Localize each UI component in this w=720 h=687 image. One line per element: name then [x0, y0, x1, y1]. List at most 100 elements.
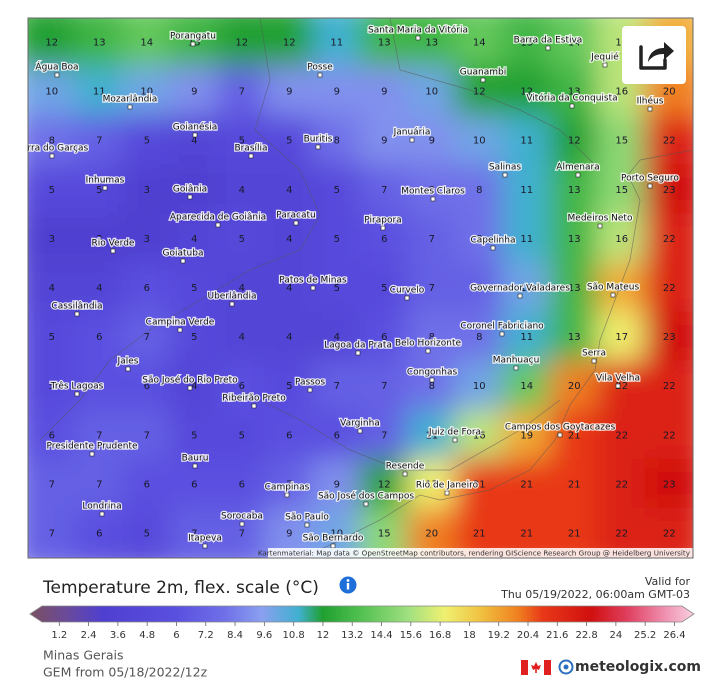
- temperature-value: 21: [568, 430, 581, 441]
- colorbar: [29, 605, 695, 623]
- info-dot[interactable]: [346, 579, 350, 582]
- temperature-cell: [264, 262, 314, 314]
- temperature-value: 6: [334, 430, 340, 441]
- city-marker: [610, 292, 616, 298]
- temperature-value: 23: [663, 479, 676, 490]
- city-marker: [363, 501, 369, 507]
- temperature-cell: [597, 507, 647, 558]
- temperature-value: 6: [144, 283, 150, 294]
- temperature-value: 13: [568, 283, 581, 294]
- temperature-cell: [549, 262, 599, 314]
- temperature-value: 8: [429, 185, 435, 196]
- temperature-cell: [74, 409, 124, 461]
- info-icon[interactable]: [339, 576, 357, 594]
- city-marker: [304, 522, 310, 528]
- temperature-cell: [122, 213, 172, 265]
- temperature-cell: [312, 409, 362, 461]
- temperature-value: 22: [663, 234, 676, 245]
- city-marker: [404, 295, 410, 301]
- temperature-value: 7: [191, 528, 197, 539]
- city-marker: [284, 492, 290, 498]
- city-name: Porto Seguro: [621, 174, 679, 184]
- temperature-value: 21: [568, 528, 581, 539]
- city-marker: [54, 72, 60, 78]
- colorbar-tick-label: 15.6: [400, 630, 422, 641]
- temperature-cell: [644, 458, 693, 510]
- city-name: Barra da Estiva: [514, 36, 583, 46]
- temperature-value: 4: [239, 185, 245, 196]
- temperature-value: 7: [381, 381, 387, 392]
- city-marker: [569, 103, 575, 109]
- city-marker: [74, 311, 80, 317]
- city-marker: [110, 248, 116, 254]
- temperature-value: 10: [520, 283, 533, 294]
- temperature-value: 8: [476, 234, 482, 245]
- temperature-cell: [169, 262, 219, 314]
- temperature-value: 22: [663, 528, 676, 539]
- temperature-cell: [28, 360, 77, 412]
- city-name: São José do Rio Preto: [142, 375, 238, 386]
- temperature-cell: [502, 213, 552, 265]
- temperature-cell: [169, 311, 219, 363]
- city-name: Rio de Janeiro: [416, 481, 479, 491]
- city-name: Porangatu: [170, 32, 216, 42]
- city-name: Vila Velha: [596, 374, 640, 384]
- temperature-cell: [407, 262, 457, 314]
- temperature-cell: [454, 360, 504, 412]
- flag-leaf: [531, 662, 541, 673]
- temperature-value: 8: [334, 136, 340, 147]
- temperature-cell: [74, 458, 124, 510]
- temperature-value: 5: [334, 283, 340, 294]
- temperature-cell: [549, 213, 599, 265]
- temperature-cell: [407, 18, 457, 69]
- city-name: Coronel Fabriciano: [460, 322, 544, 332]
- temperature-value: 21: [568, 479, 581, 490]
- colorbar-tick-label: 4.8: [139, 630, 155, 641]
- temperature-cell: [264, 409, 314, 461]
- city-marker: [202, 543, 208, 549]
- city-marker: [444, 490, 450, 496]
- temperature-cell: [407, 213, 457, 265]
- temperature-cell: [217, 458, 267, 510]
- temperature-value: 11: [520, 136, 533, 147]
- colorbar-tick-label: 13.2: [341, 630, 363, 641]
- valid-time: Thu 05/19/2022, 06:00am GMT-03: [500, 588, 690, 601]
- temperature-value: 5: [334, 234, 340, 245]
- logo-mark: [558, 659, 574, 675]
- temperature-value: 16: [615, 38, 628, 49]
- temperature-value: 12: [520, 87, 533, 98]
- colorbar-tick-label: 9.6: [256, 630, 272, 641]
- logo-dot: [563, 664, 569, 670]
- temperature-value: 15: [615, 136, 628, 147]
- temperature-value: 10: [140, 87, 153, 98]
- city-name: Cassilândia: [51, 302, 102, 312]
- colorbar-tick-label: 7.2: [198, 630, 214, 641]
- city-name: Januária: [393, 128, 431, 138]
- city-marker: [310, 285, 316, 291]
- temperature-value: 22: [663, 283, 676, 294]
- temperature-value: 16: [615, 234, 628, 245]
- temperature-cell: [264, 458, 314, 510]
- city-marker: [315, 144, 321, 150]
- temperature-cell: [407, 115, 457, 167]
- temperature-cell: [597, 311, 647, 363]
- info-stem[interactable]: [346, 583, 350, 590]
- city-marker: [430, 196, 436, 202]
- share-icon-arrow[interactable]: [648, 42, 674, 62]
- city-name: Almenara: [556, 163, 599, 173]
- canada-flag: [521, 660, 551, 675]
- temperature-value: 16: [615, 87, 628, 98]
- share-icon[interactable]: [639, 45, 667, 70]
- city-name: São Paulo: [285, 513, 329, 523]
- city-name: Guanambi: [460, 68, 506, 78]
- city-name: Rio Verde: [92, 239, 135, 249]
- temperature-cell: [312, 115, 362, 167]
- city-name: Campina Verde: [146, 318, 215, 328]
- city-name: Mozarlândia: [103, 95, 158, 105]
- share-button[interactable]: [622, 26, 686, 84]
- temperature-value: 22: [663, 136, 676, 147]
- temperature-cell: [549, 164, 599, 216]
- temperature-value: 9: [381, 87, 387, 98]
- temperature-cell: [312, 311, 362, 363]
- temperature-cell: [407, 360, 457, 412]
